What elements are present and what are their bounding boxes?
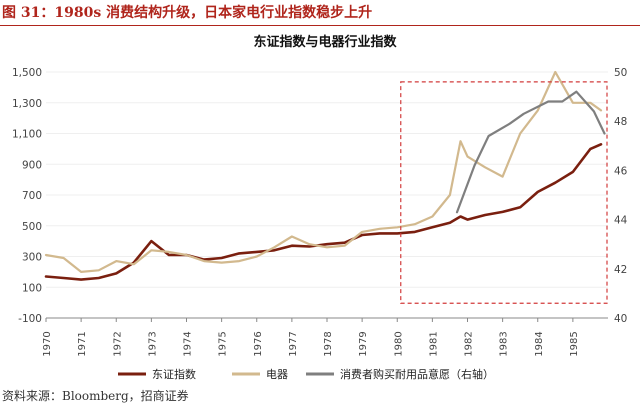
right-tick-label: 44 [614, 215, 628, 227]
x-axis-ticks: 1970 1971 1972 1973 1974 1975 1976 1977 1978 1979… [42, 318, 580, 357]
x-tick-label: 1977 [288, 331, 299, 356]
left-tick-label: -100 [18, 313, 42, 325]
x-tick-label: 1974 [183, 331, 194, 356]
series-line-1 [44, 143, 603, 281]
x-tick-label: 1971 [77, 331, 88, 356]
left-tick-label: 500 [22, 221, 42, 233]
right-tick-label: 40 [614, 313, 627, 325]
figure-title: 图 31：1980s 消费结构升级，日本家电行业指数稳步上升 [2, 5, 373, 21]
series-line-3 [455, 90, 606, 214]
x-tick-label: 1983 [499, 331, 510, 356]
x-tick-label: 1981 [428, 331, 439, 356]
chart-title: 东证指数与电器行业指数 [253, 34, 397, 50]
left-tick-label: 100 [22, 282, 42, 294]
legend-label-1: 东证指数 [152, 367, 196, 381]
x-tick-label: 1970 [42, 331, 53, 356]
left-tick-label: 1,300 [12, 98, 42, 110]
series-line-2 [44, 70, 603, 273]
x-tick-label: 1984 [534, 331, 545, 356]
left-tick-label: 1,100 [12, 129, 42, 141]
x-tick-label: 1980 [393, 331, 404, 356]
legend-label-3: 消费者购买耐用品意愿（右轴） [340, 367, 494, 381]
right-tick-label: 46 [614, 165, 628, 177]
legend-label-2: 电器 [266, 368, 288, 381]
x-tick-label: 1985 [569, 331, 580, 356]
right-tick-label: 42 [614, 264, 627, 276]
highlight-box [400, 81, 608, 304]
x-tick-label: 1976 [253, 331, 264, 356]
legend: 东证指数 电器 消费者购买耐用品意愿（右轴） [118, 367, 494, 381]
x-tick-label: 1975 [218, 331, 229, 356]
x-tick-label: 1972 [112, 331, 123, 356]
left-tick-label: 900 [22, 159, 42, 171]
left-tick-label: 300 [22, 252, 42, 264]
left-tick-label: 700 [22, 190, 42, 202]
left-tick-label: 1,500 [12, 67, 42, 79]
right-axis-ticks: 40 42 44 46 48 50 [614, 67, 628, 325]
source-note: 资料来源：Bloomberg，招商证券 [2, 389, 189, 403]
title-rule [0, 25, 640, 26]
left-axis-ticks: -100 100 300 500 700 900 1,100 1,300 1,500 [12, 67, 42, 325]
series-group [44, 70, 606, 281]
gridlines [46, 71, 608, 319]
right-tick-label: 48 [614, 116, 627, 128]
x-tick-label: 1973 [147, 331, 158, 356]
right-tick-label: 50 [614, 67, 627, 79]
x-tick-label: 1978 [323, 331, 334, 356]
x-tick-label: 1982 [464, 331, 475, 356]
x-tick-label: 1979 [358, 331, 369, 356]
